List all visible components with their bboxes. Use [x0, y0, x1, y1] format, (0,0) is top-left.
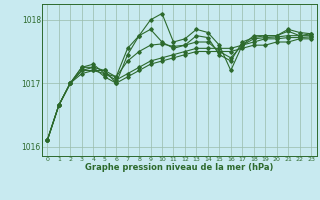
X-axis label: Graphe pression niveau de la mer (hPa): Graphe pression niveau de la mer (hPa) — [85, 163, 273, 172]
